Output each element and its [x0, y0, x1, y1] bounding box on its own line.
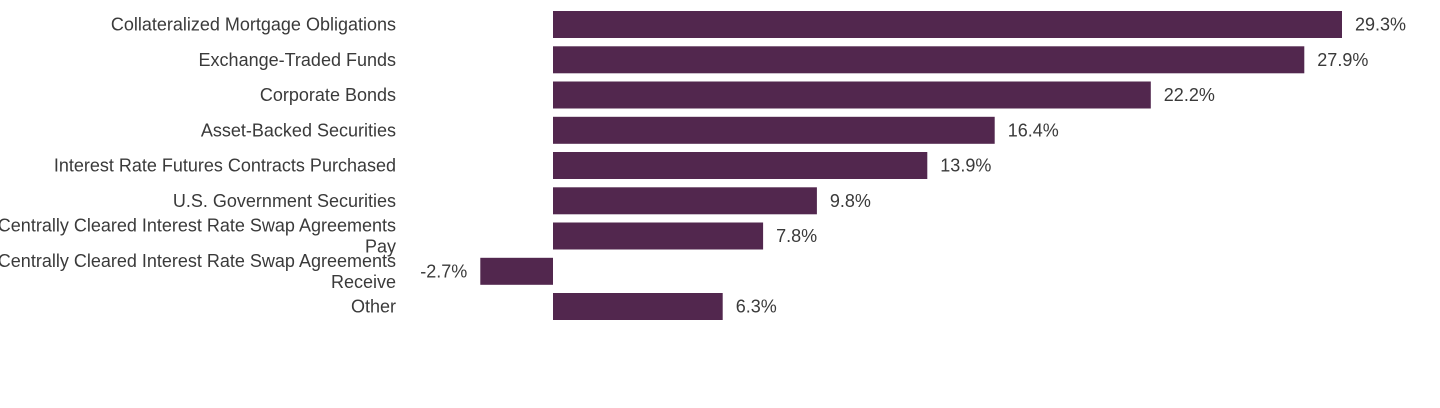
bar	[553, 222, 764, 250]
bar	[553, 152, 928, 179]
category-label: Centrally Cleared Interest Rate Swap Agr…	[0, 251, 396, 271]
bar	[553, 81, 1151, 109]
bar	[480, 257, 553, 285]
category-label: Other	[351, 297, 396, 317]
bar	[553, 187, 817, 215]
value-label: 9.8%	[830, 191, 871, 211]
value-label: 22.2%	[1164, 85, 1215, 105]
category-label: Collateralized Mortgage Obligations	[111, 15, 396, 35]
value-label: 27.9%	[1317, 50, 1368, 70]
bar	[553, 11, 1342, 38]
bar	[553, 46, 1305, 74]
value-label: 7.8%	[776, 226, 817, 246]
category-label: Asset-Backed Securities	[201, 120, 396, 140]
category-label: Corporate Bonds	[260, 85, 396, 105]
category-label: Receive	[331, 272, 396, 292]
value-label: 16.4%	[1008, 120, 1059, 140]
category-label: U.S. Government Securities	[173, 191, 396, 211]
bars-layer	[480, 11, 1342, 320]
bar	[553, 116, 995, 144]
category-label: Interest Rate Futures Contracts Purchase…	[54, 156, 396, 176]
value-label: 29.3%	[1355, 15, 1406, 35]
value-labels-layer: 29.3% 27.9% 22.2% 16.4% 13.9% 9.8% 7.8% -2.7% 6.…	[420, 15, 1406, 317]
category-label: Exchange-Traded Funds	[199, 50, 396, 70]
category-labels-layer: Collateralized Mortgage Obligations Excha…	[0, 15, 396, 317]
value-label: 13.9%	[940, 156, 991, 176]
category-label: Centrally Cleared Interest Rate Swap Agr…	[0, 216, 396, 236]
value-label: 6.3%	[736, 297, 777, 317]
value-label: -2.7%	[420, 261, 467, 281]
bar	[553, 293, 723, 320]
category-label: Pay	[365, 237, 396, 257]
